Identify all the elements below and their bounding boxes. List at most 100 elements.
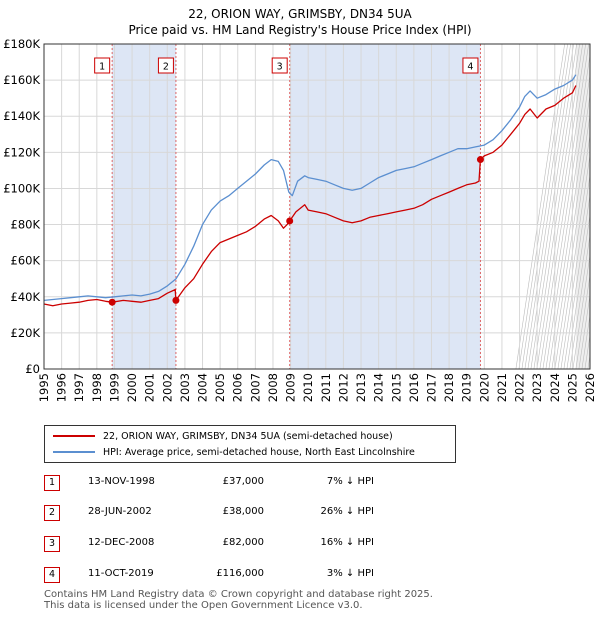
forecast-hatch xyxy=(527,43,577,370)
sale-point xyxy=(108,298,116,306)
x-tick-label: 1996 xyxy=(55,373,69,402)
footer-line-2: This data is licensed under the Open Gov… xyxy=(44,600,363,611)
x-tick-label: 2002 xyxy=(160,373,174,402)
sale-price: £116,000 xyxy=(216,568,264,579)
sale-date: 13-NOV-1998 xyxy=(88,476,155,487)
x-tick-label: 1997 xyxy=(72,373,86,402)
x-tick-label: 2008 xyxy=(266,373,280,402)
forecast-hatch xyxy=(539,43,589,370)
sale-hpi-diff: 26% ↓ HPI xyxy=(320,506,374,517)
sale-row: 1 13-NOV-1998 £37,000 7% ↓ HPI xyxy=(44,475,444,493)
forecast-hatch xyxy=(560,106,600,370)
footer-line-1: Contains HM Land Registry data © Crown c… xyxy=(44,589,433,600)
sale-marker-label: 4 xyxy=(467,62,473,73)
sale-row: 2 28-JUN-2002 £38,000 26% ↓ HPI xyxy=(44,505,444,523)
y-tick-label: £40K xyxy=(11,290,41,304)
y-tick-label: £160K xyxy=(3,73,40,87)
forecast-hatch xyxy=(536,43,586,370)
sale-price: £37,000 xyxy=(222,476,264,487)
legend-item-property: 22, ORION WAY, GRIMSBY, DN34 5UA (semi-d… xyxy=(53,429,393,443)
sale-marker-label: 2 xyxy=(163,62,169,73)
chart-title: 22, ORION WAY, GRIMSBY, DN34 5UA Price p… xyxy=(0,6,600,38)
x-tick-label: 2016 xyxy=(407,373,421,402)
sale-marker-box xyxy=(462,57,479,74)
sale-marker-label: 1 xyxy=(99,62,105,73)
x-tick-label: 2022 xyxy=(513,373,527,402)
y-tick-label: £180K xyxy=(3,37,40,51)
sale-hpi-diff: 3% ↓ HPI xyxy=(326,568,374,579)
x-tick-label: 2025 xyxy=(565,373,579,402)
forecast-hatch xyxy=(518,43,568,370)
sale-number-badge: 1 xyxy=(44,475,60,491)
y-tick-label: £80K xyxy=(11,218,41,232)
forecast-hatch xyxy=(545,43,595,370)
sale-number-badge: 4 xyxy=(44,567,60,583)
x-tick-label: 2020 xyxy=(477,373,491,402)
x-tick-label: 1999 xyxy=(107,373,121,402)
sale-point xyxy=(286,217,294,225)
hpi-line xyxy=(43,74,577,302)
sale-marker-box xyxy=(271,57,288,74)
sale-date: 28-JUN-2002 xyxy=(88,506,152,517)
sale-date: 11-OCT-2019 xyxy=(88,568,154,579)
price-chart: 1 2 3 4 £0 £20K £40K £60K £80K £100K £120K £140K £16… xyxy=(3,37,600,402)
sale-point xyxy=(476,156,484,164)
x-tick-label: 2005 xyxy=(213,373,227,402)
property-price-line xyxy=(43,85,577,307)
forecast-hatch xyxy=(515,43,565,370)
x-tick-label: 2015 xyxy=(389,373,403,402)
x-tick-label: 2007 xyxy=(248,373,262,402)
sale-row: 4 11-OCT-2019 £116,000 3% ↓ HPI xyxy=(44,567,444,585)
sale-price: £82,000 xyxy=(222,537,264,548)
shaded-period xyxy=(289,44,481,369)
shaded-period xyxy=(112,44,176,369)
x-tick-label: 2019 xyxy=(460,373,474,402)
x-tick-label: 1995 xyxy=(37,373,51,402)
x-tick-label: 2013 xyxy=(354,373,368,402)
sale-number-badge: 2 xyxy=(44,505,60,521)
y-tick-label: £100K xyxy=(3,181,40,195)
x-tick-label: 2000 xyxy=(125,373,139,402)
forecast-hatch xyxy=(533,43,583,370)
y-tick-label: £120K xyxy=(3,145,40,159)
title-line-1: 22, ORION WAY, GRIMSBY, DN34 5UA xyxy=(188,7,412,21)
sale-marker-label: 3 xyxy=(277,62,283,73)
x-tick-label: 2012 xyxy=(336,373,350,402)
x-tick-label: 2009 xyxy=(284,373,298,402)
x-tick-label: 2004 xyxy=(196,373,210,402)
footer: Contains HM Land Registry data © Crown c… xyxy=(44,589,433,611)
plot-right-mask xyxy=(590,42,600,371)
title-line-2: Price paid vs. HM Land Registry's House … xyxy=(128,23,472,37)
legend-label-hpi: HPI: Average price, semi-detached house,… xyxy=(103,446,415,458)
forecast-hatch xyxy=(521,43,571,370)
sale-hpi-diff: 7% ↓ HPI xyxy=(326,476,374,487)
forecast-hatch xyxy=(578,226,600,370)
x-tick-label: 2003 xyxy=(178,373,192,402)
forecast-hatch xyxy=(530,43,580,370)
y-tick-label: £20K xyxy=(11,326,41,340)
sale-price: £38,000 xyxy=(222,506,264,517)
x-tick-label: 2014 xyxy=(372,373,386,402)
sale-date: 12-DEC-2008 xyxy=(88,537,155,548)
legend: 22, ORION WAY, GRIMSBY, DN34 5UA (semi-d… xyxy=(44,425,456,463)
sale-number-badge: 3 xyxy=(44,536,60,552)
sale-hpi-diff: 16% ↓ HPI xyxy=(320,537,374,548)
x-tick-label: 2001 xyxy=(143,373,157,402)
x-tick-label: 2018 xyxy=(442,373,456,402)
legend-swatch-property xyxy=(53,435,95,437)
forecast-hatch xyxy=(575,206,600,370)
x-tick-label: 1998 xyxy=(90,373,104,402)
forecast-hatch xyxy=(542,43,592,370)
sale-marker-box xyxy=(157,57,174,74)
x-tick-label: 2024 xyxy=(548,373,562,402)
y-tick-label: £0 xyxy=(25,362,40,376)
x-tick-label: 2006 xyxy=(231,373,245,402)
x-tick-label: 2017 xyxy=(424,373,438,402)
y-tick-label: £140K xyxy=(3,109,40,123)
plot-frame xyxy=(43,43,591,370)
x-tick-label: 2021 xyxy=(495,373,509,402)
legend-item-hpi: HPI: Average price, semi-detached house,… xyxy=(53,445,415,459)
sale-row: 3 12-DEC-2008 £82,000 16% ↓ HPI xyxy=(44,536,444,554)
forecast-hatch xyxy=(524,43,574,370)
x-tick-label: 2011 xyxy=(319,373,333,402)
